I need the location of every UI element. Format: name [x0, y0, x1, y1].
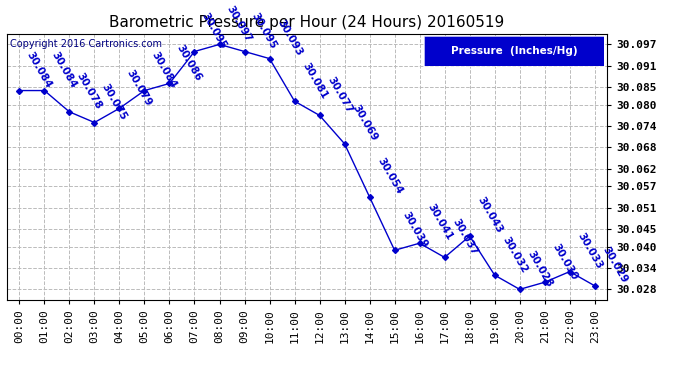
- Text: 30.054: 30.054: [375, 156, 404, 196]
- Text: 30.030: 30.030: [550, 242, 579, 282]
- Text: 30.093: 30.093: [275, 18, 304, 58]
- Text: 30.079: 30.079: [125, 68, 154, 108]
- Text: 30.028: 30.028: [525, 249, 554, 289]
- Text: 30.033: 30.033: [575, 231, 604, 271]
- Text: 30.043: 30.043: [475, 195, 504, 236]
- Text: 30.095: 30.095: [250, 11, 279, 51]
- Text: 30.069: 30.069: [350, 103, 379, 143]
- Text: 30.084: 30.084: [50, 50, 79, 90]
- Text: 30.032: 30.032: [500, 234, 529, 274]
- Text: 30.077: 30.077: [325, 75, 354, 115]
- Text: 30.081: 30.081: [300, 61, 329, 100]
- Text: 30.029: 30.029: [600, 245, 629, 285]
- Text: 30.084: 30.084: [150, 50, 179, 90]
- Text: Copyright 2016 Cartronics.com: Copyright 2016 Cartronics.com: [10, 39, 162, 49]
- Text: 30.086: 30.086: [175, 43, 204, 82]
- Text: 30.039: 30.039: [400, 210, 429, 249]
- Title: Barometric Pressure per Hour (24 Hours) 20160519: Barometric Pressure per Hour (24 Hours) …: [110, 15, 504, 30]
- Text: 30.075: 30.075: [100, 82, 129, 122]
- Text: 30.041: 30.041: [425, 202, 454, 242]
- Text: 30.095: 30.095: [200, 11, 229, 51]
- Text: 30.097: 30.097: [225, 4, 254, 44]
- Text: 30.084: 30.084: [25, 50, 54, 90]
- Text: 30.037: 30.037: [450, 217, 479, 256]
- Text: 30.078: 30.078: [75, 71, 103, 111]
